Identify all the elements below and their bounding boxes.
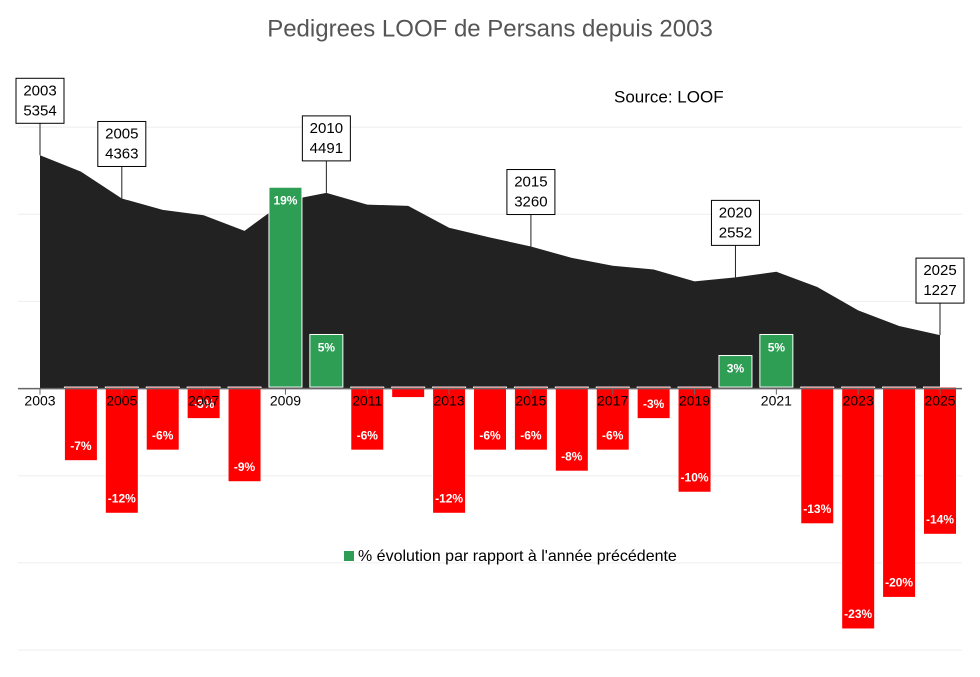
bar-value-label: -7% — [70, 439, 92, 453]
callout-value: 4491 — [310, 140, 343, 157]
callout-box — [15, 77, 65, 124]
bar-value-label: 3% — [727, 362, 745, 376]
bar-value-label: -6% — [357, 428, 379, 442]
bar — [554, 386, 589, 472]
bar-value-label: -10% — [681, 470, 709, 484]
bar-value-label: -23% — [844, 607, 872, 621]
callout-year: 2003 — [23, 82, 56, 99]
bar-value-label: -6% — [479, 428, 501, 442]
x-tick-label: 2011 — [352, 392, 382, 408]
x-tick-label: 2017 — [597, 392, 628, 408]
x-tick-label: 2005 — [106, 392, 137, 408]
bar — [473, 386, 507, 451]
source-note: Source: LOOF — [614, 87, 724, 106]
x-tick-label: 2015 — [515, 392, 546, 408]
x-tick-label: 2007 — [188, 392, 219, 408]
bar-value-label: -6% — [520, 428, 542, 442]
legend-label: % évolution par rapport à l'année précéd… — [358, 548, 677, 565]
bar-value-label: -13% — [803, 502, 831, 516]
legend-swatch — [344, 551, 354, 561]
x-tick-label: 2013 — [434, 392, 465, 408]
bar — [882, 386, 917, 598]
bar-value-label: 19% — [273, 193, 297, 207]
x-tick-label: 2021 — [761, 392, 792, 408]
callout-year: 2005 — [105, 125, 138, 142]
area — [40, 155, 940, 389]
bar-value-label: 5% — [318, 341, 336, 355]
bar-value-label: -14% — [926, 512, 954, 526]
callout-box — [97, 120, 147, 167]
callout-value: 5354 — [23, 102, 56, 119]
bar — [800, 386, 835, 525]
x-tick-label: 2025 — [924, 392, 955, 408]
bar — [636, 386, 671, 420]
bar-value-label: -12% — [108, 491, 136, 505]
bar-value-label: -9% — [234, 460, 256, 474]
callout-box — [915, 257, 965, 304]
bar — [104, 386, 139, 514]
bar — [595, 386, 630, 451]
bar — [677, 386, 712, 493]
callout-box — [301, 115, 351, 162]
bar-value-label: -20% — [885, 576, 913, 590]
bar-value-label: -6% — [602, 428, 624, 442]
bar — [268, 186, 303, 388]
callout-box — [506, 169, 556, 216]
callout-value: 1227 — [923, 282, 956, 299]
bar — [718, 355, 753, 388]
chart-title: Pedigrees LOOF de Persans depuis 2003 — [267, 15, 713, 42]
callout-box — [710, 199, 760, 246]
x-tick-label: 2009 — [270, 392, 301, 408]
callout-year: 2025 — [923, 262, 956, 279]
bar — [513, 386, 548, 451]
bar — [432, 386, 467, 514]
x-tick-label: 2019 — [679, 392, 710, 408]
bar — [759, 333, 794, 388]
callout-year: 2015 — [514, 173, 547, 190]
x-tick-label: 2023 — [843, 392, 874, 408]
bar-value-label: -8% — [561, 449, 583, 463]
bar-value-label: -12% — [435, 491, 463, 505]
bar — [923, 386, 957, 535]
bar — [841, 386, 876, 630]
x-tick-label: 2003 — [24, 392, 55, 408]
bar — [227, 386, 262, 483]
bar — [391, 386, 426, 399]
bar — [350, 386, 385, 451]
bar — [145, 386, 180, 451]
bar-value-label: -3% — [643, 397, 665, 411]
bar-value-label: -6% — [152, 428, 174, 442]
callout-value: 3260 — [514, 193, 547, 210]
bar — [309, 333, 344, 388]
callout-value: 4363 — [105, 145, 138, 162]
callout-year: 2010 — [310, 120, 343, 137]
bar-value-label: 5% — [768, 341, 786, 355]
bar-value-label: -3% — [193, 397, 215, 411]
bar — [63, 386, 98, 462]
callout-value: 2552 — [719, 224, 752, 241]
callout-year: 2020 — [719, 204, 752, 221]
